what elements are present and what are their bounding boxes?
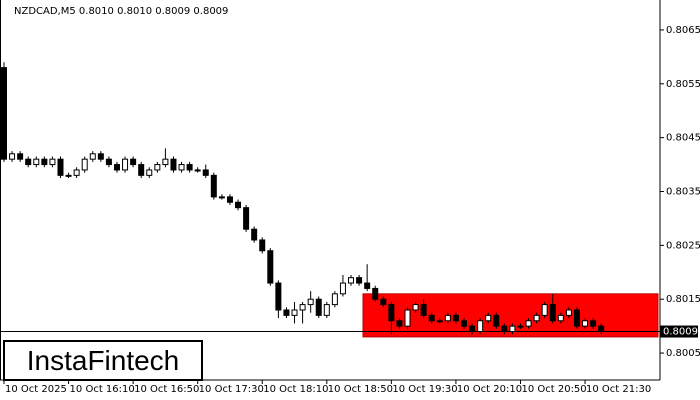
- x-tick-label: 10 Oct 18:50: [328, 384, 393, 395]
- x-tick-label: 10 Oct 2025: [5, 384, 67, 395]
- candle-body: [582, 320, 589, 327]
- candle-body: [517, 325, 524, 328]
- y-tick-label: 0.8025: [666, 240, 700, 251]
- candle-body: [428, 314, 435, 322]
- candle-body: [533, 314, 540, 322]
- candle-body: [243, 207, 250, 230]
- y-tick-label: 0.8005: [666, 348, 700, 359]
- chart-title: NZDCAD,M5 0.8010 0.8010 0.8009 0.8009: [14, 6, 228, 17]
- candle-body: [97, 153, 104, 160]
- candle-body: [105, 158, 112, 166]
- candle-body: [41, 158, 48, 166]
- candle-body: [436, 320, 443, 323]
- candle-body: [251, 228, 258, 241]
- current-price-box: [660, 325, 698, 338]
- candle-body: [218, 196, 225, 199]
- candle-body: [396, 320, 403, 327]
- x-tick-label: 10 Oct 16:50: [134, 384, 199, 395]
- candle-body: [493, 314, 500, 327]
- candle-body: [186, 164, 193, 171]
- candle-body: [138, 164, 145, 176]
- candle-body: [194, 169, 201, 172]
- candle-body: [485, 314, 492, 322]
- candle-body: [1, 67, 7, 160]
- candle-body: [388, 304, 395, 322]
- candle-body: [307, 298, 314, 306]
- y-tick-label: 0.8015: [666, 294, 700, 305]
- x-tick-label: 10 Oct 18:10: [263, 384, 328, 395]
- candle-body: [404, 309, 411, 327]
- candle-body: [525, 320, 532, 327]
- candle-body: [162, 158, 169, 166]
- candle-body: [598, 325, 605, 333]
- candle-body: [380, 298, 387, 306]
- candle-body: [331, 293, 338, 306]
- x-tick-label: 10 Oct 20:50: [521, 384, 586, 395]
- x-tick-label: 10 Oct 19:30: [392, 384, 457, 395]
- candle-body: [259, 239, 266, 252]
- candle-body: [444, 314, 451, 322]
- candle-body: [452, 314, 459, 322]
- candle-body: [323, 304, 330, 316]
- candle-body: [73, 169, 80, 176]
- candle-body: [122, 158, 129, 171]
- candle-body: [509, 325, 516, 333]
- candle-body: [49, 158, 56, 166]
- candle-body: [235, 201, 242, 209]
- candle-body: [226, 196, 233, 203]
- candle-body: [372, 287, 379, 300]
- candle-body: [420, 304, 427, 316]
- candle-body: [57, 158, 64, 176]
- current-price-label: 0.8009: [663, 327, 698, 338]
- candle-body: [565, 309, 572, 316]
- candle-body: [275, 282, 282, 311]
- candle-body: [291, 309, 298, 316]
- candle-body: [9, 153, 16, 160]
- candle-body: [178, 164, 185, 171]
- candle-body: [202, 169, 209, 176]
- candle-body: [460, 320, 467, 327]
- candle-body: [412, 304, 419, 311]
- y-tick-label: 0.8045: [666, 133, 700, 144]
- candle-body: [356, 277, 363, 284]
- candle-body: [477, 320, 484, 333]
- candle-body: [170, 158, 177, 171]
- candle-body: [130, 158, 137, 166]
- logo: InstaFintech: [3, 340, 203, 381]
- y-tick-label: 0.8035: [666, 187, 700, 198]
- candle-body: [33, 158, 40, 166]
- candle-body: [541, 304, 548, 316]
- candle-body: [501, 325, 508, 333]
- candle-body: [590, 320, 597, 327]
- candle-body: [25, 158, 32, 166]
- candle-body: [364, 282, 371, 289]
- candle-body: [113, 164, 120, 171]
- y-tick-label: 0.8065: [666, 25, 700, 36]
- x-tick-label: 10 Oct 21:30: [586, 384, 651, 395]
- x-tick-label: 10 Oct 20:10: [457, 384, 522, 395]
- candle-body: [81, 158, 88, 171]
- candle-body: [283, 309, 290, 316]
- candle-body: [573, 309, 580, 327]
- candle-body: [339, 282, 346, 295]
- x-tick-label: 10 Oct 16:10: [70, 384, 135, 395]
- candle-body: [267, 250, 274, 284]
- candle-body: [348, 277, 355, 284]
- candle-body: [154, 164, 161, 171]
- candle-body: [315, 298, 322, 316]
- candle-body: [557, 314, 564, 322]
- candle-body: [89, 153, 96, 160]
- y-tick-label: 0.8055: [666, 79, 700, 90]
- candle-body: [210, 174, 217, 198]
- candle-body: [549, 304, 556, 322]
- candle-body: [65, 174, 72, 177]
- candle-body: [17, 153, 24, 160]
- candle-body: [146, 169, 153, 176]
- candle-body: [469, 325, 476, 333]
- candle-body: [299, 304, 306, 311]
- x-tick-label: 10 Oct 17:30: [199, 384, 264, 395]
